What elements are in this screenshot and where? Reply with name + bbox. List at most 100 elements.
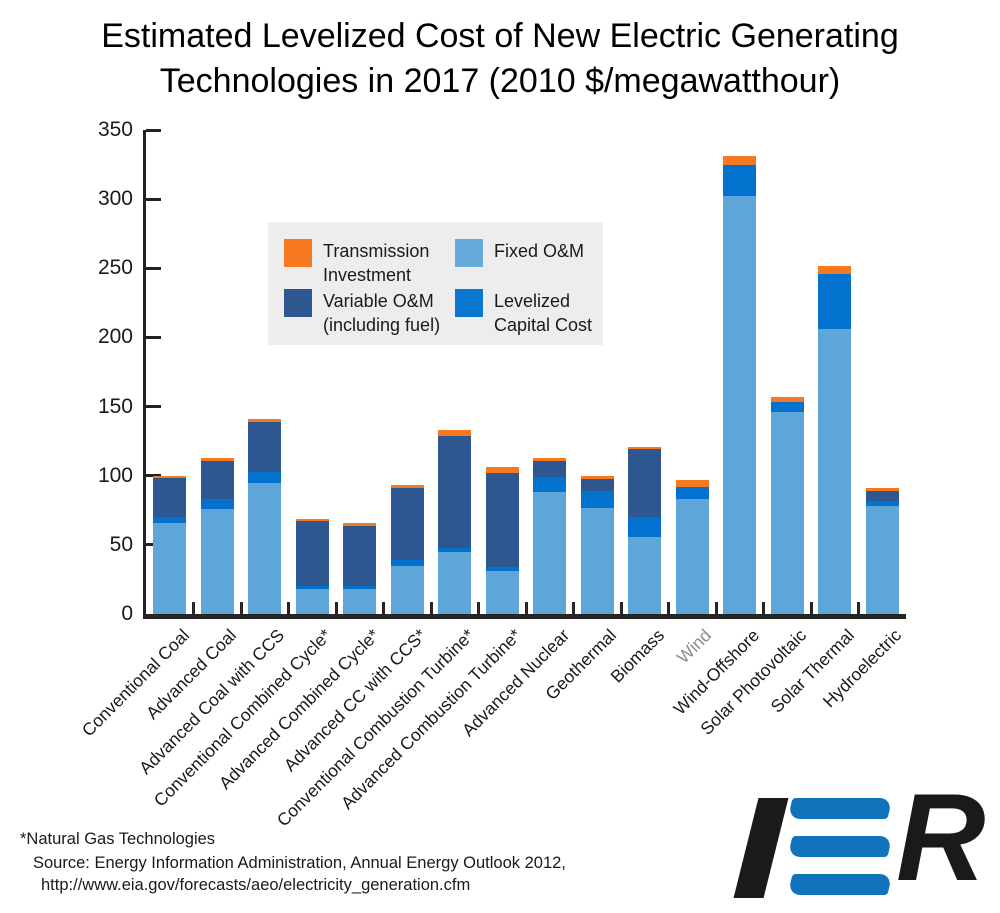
bar-segment-fixed-o-m — [295, 589, 329, 614]
ier-logo-stripe-middle — [787, 836, 893, 857]
bar-segment-levelized-capital-cost — [723, 164, 757, 197]
legend: Transmission Investment Fixed O&M Variab… — [268, 222, 603, 345]
legend-swatch-fixed-om — [455, 239, 483, 267]
bar-segment-transmission-investment — [153, 475, 187, 479]
y-tick-mark — [146, 405, 161, 409]
bar-segment-transmission-investment — [770, 396, 804, 403]
x-tick-mark — [809, 602, 813, 614]
bar-segment-transmission-investment — [675, 479, 709, 487]
bar-segment-fixed-o-m — [675, 499, 709, 614]
bar-segment-fixed-o-m — [153, 522, 187, 614]
y-tick-mark — [146, 474, 161, 478]
legend-swatch-levelized-capital-cost — [455, 289, 483, 317]
bar-conventional-combined-cycle — [295, 518, 329, 614]
bar-segment-variable-o-m-including-fuel — [438, 435, 472, 548]
footnote-natural-gas: *Natural Gas Technologies — [20, 830, 216, 848]
chart-title-line2: Technologies in 2017 (2010 $/megawatthou… — [159, 62, 841, 100]
bar-segment-levelized-capital-cost — [153, 517, 187, 523]
bar-segment-levelized-capital-cost — [580, 490, 614, 508]
x-tick-mark — [429, 602, 433, 614]
bar-segment-levelized-capital-cost — [770, 402, 804, 413]
ier-logo-stripe-top — [787, 798, 893, 819]
bar-segment-transmission-investment — [390, 485, 424, 489]
ier-logo-letter-i — [733, 798, 789, 898]
x-tick-mark — [239, 602, 243, 614]
y-tick-label: 200 — [97, 325, 133, 349]
bar-segment-variable-o-m-including-fuel — [485, 472, 519, 567]
x-tick-mark — [382, 602, 385, 614]
bar-segment-levelized-capital-cost — [295, 586, 329, 590]
bar-segment-variable-o-m-including-fuel — [153, 478, 187, 518]
y-tick-mark — [146, 128, 161, 132]
bar-wind — [675, 479, 709, 614]
legend-label: Fixed O&M — [494, 241, 585, 261]
y-tick-mark — [146, 197, 161, 201]
bar-segment-fixed-o-m — [580, 507, 614, 614]
y-tick-label: 300 — [97, 187, 133, 211]
bar-segment-transmission-investment — [580, 475, 614, 479]
x-tick-mark — [477, 602, 480, 614]
bar-segment-levelized-capital-cost — [865, 500, 899, 507]
bar-segment-fixed-o-m — [865, 506, 899, 614]
bar-advanced-coal-with-ccs — [248, 419, 282, 614]
bar-segment-transmission-investment — [533, 457, 567, 461]
y-tick-label: 100 — [97, 463, 133, 487]
bar-segment-transmission-investment — [628, 446, 662, 450]
source-line1: Source: Energy Information Administratio… — [33, 854, 566, 872]
source-line2: http://www.eia.gov/forecasts/aeo/electri… — [41, 876, 471, 894]
bar-segment-transmission-investment — [723, 156, 757, 165]
bar-advanced-nuclear — [533, 457, 567, 614]
x-tick-mark — [667, 602, 670, 614]
bar-segment-transmission-investment — [200, 457, 234, 461]
bar-segment-transmission-investment — [343, 522, 377, 526]
bar-segment-fixed-o-m — [770, 412, 804, 614]
legend-label: Levelized Capital Cost — [494, 291, 593, 335]
x-tick-mark — [857, 602, 860, 614]
bar-segment-transmission-investment — [818, 265, 852, 274]
bar-solar-thermal — [818, 265, 852, 614]
x-tick-mark — [192, 602, 195, 614]
bar-wind-offshore — [723, 156, 757, 614]
legend-label: Variable O&M (including fuel) — [323, 291, 441, 335]
bar-segment-transmission-investment — [438, 430, 472, 436]
bar-segment-variable-o-m-including-fuel — [248, 421, 282, 472]
bar-segment-variable-o-m-including-fuel — [580, 478, 614, 491]
bar-segment-fixed-o-m — [628, 536, 662, 614]
bar-segment-levelized-capital-cost — [438, 547, 472, 552]
bar-segment-transmission-investment — [295, 518, 329, 522]
ier-logo-stripe-bottom — [787, 874, 893, 895]
bar-geothermal — [580, 475, 614, 614]
ier-logo-letter-r: R — [896, 769, 986, 907]
bar-segment-variable-o-m-including-fuel — [865, 490, 899, 501]
x-tick-mark — [572, 602, 575, 614]
x-tick-mark — [524, 602, 528, 614]
legend-item-variable-om: Variable O&M (including fuel) — [284, 289, 468, 337]
plot-area: Conventional Coal Advanced Coal Advanced C… — [78, 128, 906, 830]
bar-segment-levelized-capital-cost — [675, 486, 709, 500]
y-tick-label: 350 — [97, 118, 133, 141]
bar-segment-transmission-investment — [865, 488, 899, 491]
y-tick-label: 50 — [109, 532, 133, 556]
bar-segment-levelized-capital-cost — [533, 477, 567, 493]
y-tick-label: 250 — [97, 256, 133, 280]
bar-segment-fixed-o-m — [343, 589, 377, 614]
legend-swatch-transmission-investment — [284, 239, 312, 267]
ier-logo: R — [724, 776, 992, 908]
bar-advanced-coal — [200, 457, 234, 614]
chart-title: Estimated Levelized Cost of New Electric… — [0, 14, 1000, 104]
bar-segment-levelized-capital-cost — [390, 560, 424, 566]
bar-segment-variable-o-m-including-fuel — [200, 460, 234, 500]
legend-item-levelized-capital-cost: Levelized Capital Cost — [455, 289, 609, 337]
bar-biomass — [628, 446, 662, 614]
bar-segment-levelized-capital-cost — [200, 499, 234, 509]
bar-segment-transmission-investment — [248, 419, 282, 422]
bar-segment-levelized-capital-cost — [248, 471, 282, 483]
bar-segment-variable-o-m-including-fuel — [343, 525, 377, 587]
y-tick-mark — [146, 266, 161, 270]
bar-segment-fixed-o-m — [390, 565, 424, 614]
legend-item-fixed-om: Fixed O&M — [455, 239, 614, 267]
x-tick-mark — [334, 602, 338, 614]
bar-segment-variable-o-m-including-fuel — [533, 460, 567, 478]
bar-segment-fixed-o-m — [485, 571, 519, 614]
